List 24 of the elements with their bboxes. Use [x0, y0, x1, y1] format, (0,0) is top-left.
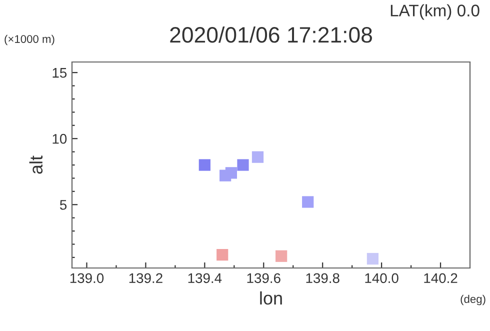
point [216, 248, 228, 261]
point [302, 196, 314, 208]
text: (deg) [460, 294, 486, 306]
chart-title: 2020/01/06 17:21:08 [170, 26, 372, 43]
point [237, 159, 249, 171]
x-tick-label: 139.0 [70, 273, 104, 284]
x-tick-label: 139.6 [247, 273, 280, 284]
point [225, 167, 238, 179]
text: LAT(km) 0.0 [390, 4, 480, 20]
point [198, 159, 210, 171]
y-tick-label: 10 [52, 134, 67, 144]
x-tick-label: 140.2 [424, 273, 458, 284]
point [252, 151, 264, 163]
x-tick-label: 139.4 [188, 273, 222, 284]
text: (×1000 m) [4, 34, 54, 46]
x-tick-label: 139.2 [129, 273, 162, 284]
y-tick-label: 15 [52, 68, 67, 78]
x-axis-title: lon [260, 291, 282, 305]
point [276, 250, 288, 262]
point [366, 252, 379, 265]
y-axis-title: alt [29, 156, 43, 174]
y-tick-label: 5 [60, 200, 67, 210]
x-tick-label: 139.8 [306, 273, 340, 284]
x-tick-label: 140.0 [365, 273, 398, 284]
